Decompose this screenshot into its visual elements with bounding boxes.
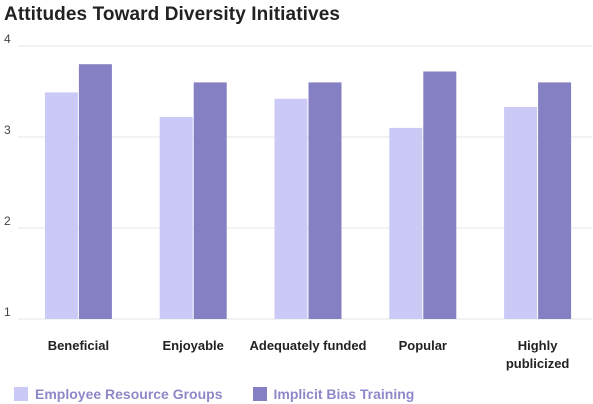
bar-employee-resource-groups-beneficial [44,92,78,319]
legend-item-employee-resource-groups[interactable]: Employee Resource Groups [14,386,223,402]
bar-employee-resource-groups-popular [389,127,423,320]
x-tick-label-highly-publicized-line-1: Highly [518,338,558,353]
legend-swatch-implicit-bias-training [252,387,267,401]
bar-implicit-bias-training-popular [423,71,457,319]
legend-label-employee-resource-groups: Employee Resource Groups [35,386,223,402]
bar-implicit-bias-training-enjoyable [193,82,227,320]
legend-label-implicit-bias-training: Implicit Bias Training [273,386,415,402]
x-tick-label-enjoyable: Enjoyable [162,338,223,353]
legend: Employee Resource Groups Implicit Bias T… [14,386,444,402]
y-tick-label-4: 4 [4,32,11,46]
y-tick-label-3: 3 [4,123,11,137]
y-tick-label-1: 1 [4,305,11,319]
legend-item-implicit-bias-training[interactable]: Implicit Bias Training [252,386,415,402]
bar-implicit-bias-training-adequately-funded [308,82,342,320]
legend-swatch-employee-resource-groups [14,387,28,401]
bar-implicit-bias-training-highly-publicized [538,82,572,320]
bar-implicit-bias-training-beneficial [78,64,112,319]
y-tick-label-2: 2 [4,214,11,228]
x-tick-label-adequately-funded: Adequately funded [249,338,366,353]
x-tick-label-beneficial: Beneficial [48,338,109,353]
x-tick-label-highly-publicized-line-2: publicized [506,356,570,371]
bar-employee-resource-groups-adequately-funded [274,98,308,319]
bar-employee-resource-groups-enjoyable [159,116,193,319]
x-tick-label-popular: Popular [399,338,447,353]
chart-title: Attitudes Toward Diversity Initiatives [4,4,341,25]
bar-employee-resource-groups-highly-publicized [504,106,538,319]
